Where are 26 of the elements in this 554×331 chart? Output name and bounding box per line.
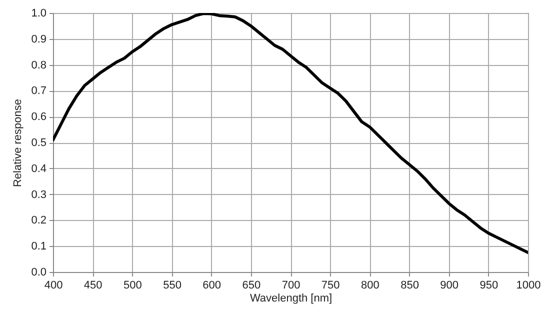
x-tick-label: 450: [84, 280, 102, 292]
y-tick-label: 0.8: [31, 59, 46, 72]
x-axis-title: Wavelength [nm]: [250, 292, 332, 304]
x-tick-label: 950: [480, 280, 498, 292]
x-tick-label: 800: [360, 280, 380, 292]
x-tick-label: 850: [400, 280, 419, 292]
y-tick-label: 0.2: [31, 214, 46, 227]
y-tick-label: 0.0: [31, 266, 46, 278]
y-tick-label: 0.9: [31, 33, 46, 46]
x-tick-label: 650: [242, 280, 261, 292]
x-tick-label: 900: [440, 280, 459, 292]
y-tick-label: 0.7: [31, 85, 46, 98]
y-axis-title: Relative response: [12, 98, 24, 188]
y-tick-label: 0.6: [31, 111, 46, 124]
x-tick-label: 550: [163, 280, 182, 292]
y-tick-label: 0.1: [31, 240, 46, 253]
x-tick-label: 1000: [516, 280, 541, 292]
x-tick-label: 600: [202, 280, 222, 292]
x-tick-label: 500: [123, 280, 142, 292]
x-tick-label: 400: [44, 280, 63, 292]
y-tick-label: 0.3: [31, 188, 46, 201]
x-tick-label: 750: [321, 280, 340, 292]
x-tick-label: 700: [282, 280, 300, 292]
y-tick-label: 1.0: [31, 8, 46, 20]
y-tick-label: 0.5: [31, 137, 46, 149]
y-tick-label: 0.4: [31, 162, 46, 175]
